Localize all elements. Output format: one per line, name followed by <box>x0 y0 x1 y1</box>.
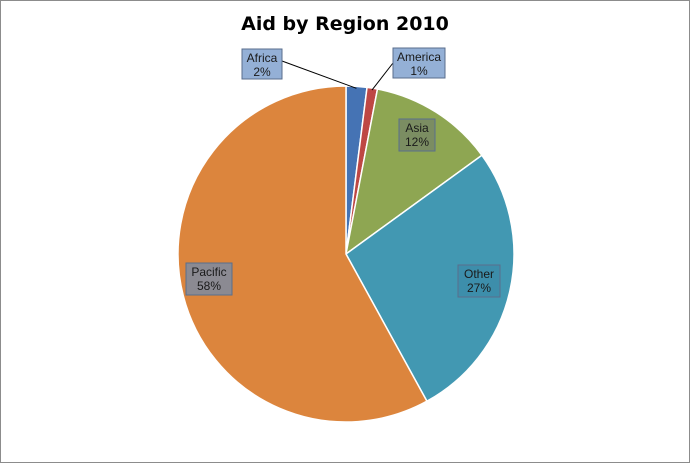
data-label-category: Africa <box>247 51 278 65</box>
data-label-box <box>185 262 233 296</box>
data-label-box <box>241 48 283 80</box>
data-label-box <box>457 264 501 298</box>
pie-slice-pacific <box>177 85 428 423</box>
data-label-percent: 27% <box>467 281 491 295</box>
data-label-box <box>398 118 436 152</box>
data-label-percent: 2% <box>253 65 271 79</box>
data-label-category: Pacific <box>191 265 226 279</box>
pie-slice-asia <box>344 88 483 256</box>
data-label-category: Asia <box>405 121 429 135</box>
data-label-percent: 12% <box>405 135 429 149</box>
chart-title: Aid by Region 2010 <box>241 13 449 35</box>
data-label-box <box>392 47 446 79</box>
data-label-percent: 58% <box>197 279 221 293</box>
data-label-category: Other <box>464 267 494 281</box>
pie-slice-other <box>345 154 515 403</box>
leader-line-africa <box>281 60 357 89</box>
data-label-category: America <box>397 50 441 64</box>
leader-line-america <box>371 62 394 91</box>
data-label-percent: 1% <box>410 64 428 78</box>
